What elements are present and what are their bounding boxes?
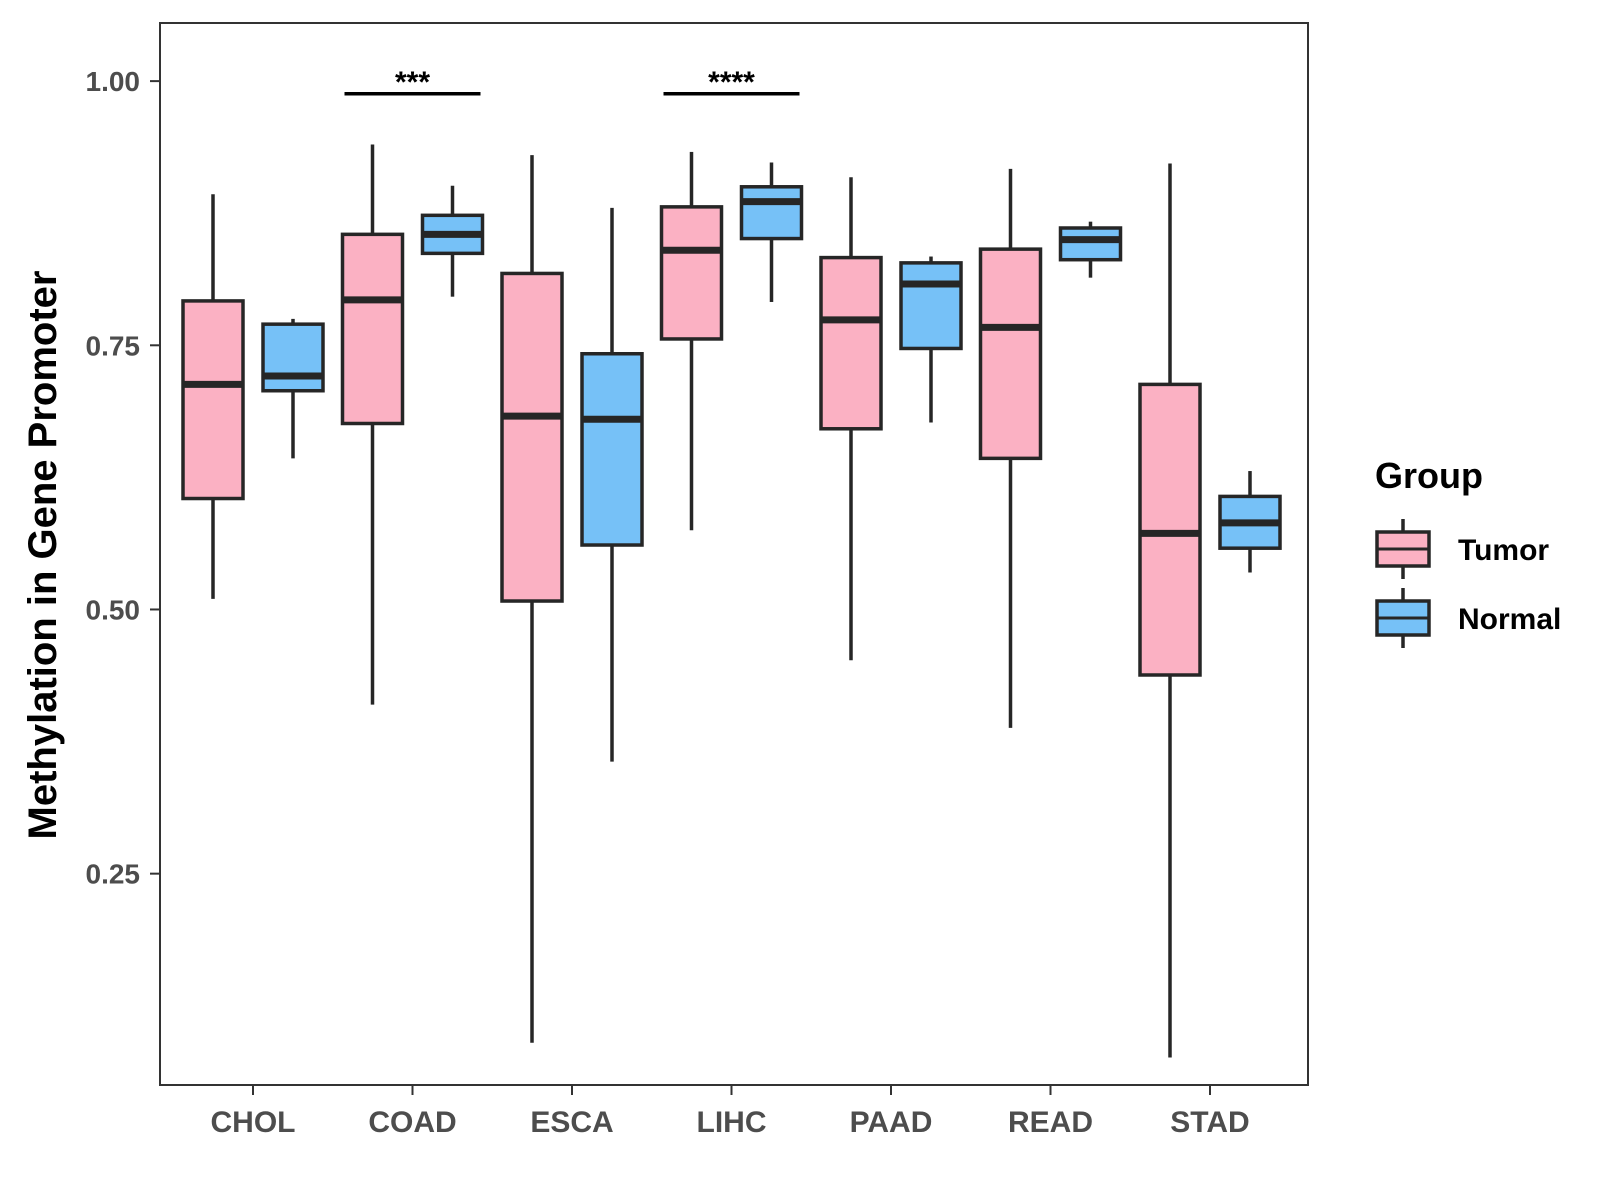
significance-annotations: *** **** [344, 66, 800, 99]
x-tick-label-coad: COAD [368, 1106, 456, 1139]
y-tick-label: 0.50 [86, 594, 141, 625]
box-body [340, 232, 405, 426]
legend-key-tumor [1375, 519, 1431, 579]
box-normal-read [1058, 221, 1123, 278]
box-normal-chol [261, 318, 325, 459]
box-body [580, 352, 644, 547]
y-axis: 0.25 0.50 0.75 1.00 [86, 66, 160, 890]
box-body [899, 261, 963, 351]
legend-label-tumor: Tumor [1458, 534, 1549, 567]
box-normal-lihc [739, 162, 804, 302]
box-body [1138, 382, 1202, 677]
x-axis: CHOL COAD ESCA LIHC PAAD READ STAD [211, 1085, 1250, 1139]
x-tick-label-stad: STAD [1170, 1106, 1249, 1139]
legend: Group Tumor Normal [1375, 455, 1561, 648]
box-body [500, 271, 564, 603]
box-tumor-coad [340, 144, 405, 705]
box-tumor-esca [500, 155, 564, 1043]
significance-label: *** [395, 66, 430, 99]
significance-label: **** [708, 66, 755, 99]
x-tick-label-lihc: LIHC [697, 1106, 767, 1139]
y-tick-label: 1.00 [86, 66, 141, 97]
box-tumor-read [978, 168, 1043, 728]
y-axis-title: Methylation in Gene Promoter [21, 271, 65, 840]
box-body [181, 299, 245, 501]
x-tick-label-paad: PAAD [850, 1106, 933, 1139]
x-tick-label-read: READ [1008, 1106, 1093, 1139]
x-tick-label-esca: ESCA [530, 1106, 613, 1139]
legend-label-normal: Normal [1458, 603, 1561, 636]
box-body [739, 185, 804, 241]
y-tick-label: 0.75 [86, 330, 141, 361]
plot-panel [159, 22, 1309, 1086]
box-body [1058, 226, 1123, 262]
box-normal-paad [899, 256, 963, 423]
legend-key-normal [1375, 588, 1431, 648]
box-body [978, 247, 1043, 461]
box-normal-stad [1218, 471, 1282, 573]
box-body [819, 255, 883, 431]
legend-title: Group [1375, 455, 1483, 496]
y-tick-label: 0.25 [86, 859, 141, 890]
box-tumor-chol [181, 194, 245, 599]
box-tumor-stad [1138, 163, 1202, 1058]
box-normal-esca [580, 207, 644, 762]
box-tumor-paad [819, 177, 883, 661]
box-tumor-lihc [659, 151, 724, 531]
x-tick-label-chol: CHOL [211, 1106, 296, 1139]
box-normal-coad [420, 185, 485, 297]
box-body [261, 322, 325, 393]
box-body [659, 205, 724, 341]
box-series [181, 144, 1282, 1058]
